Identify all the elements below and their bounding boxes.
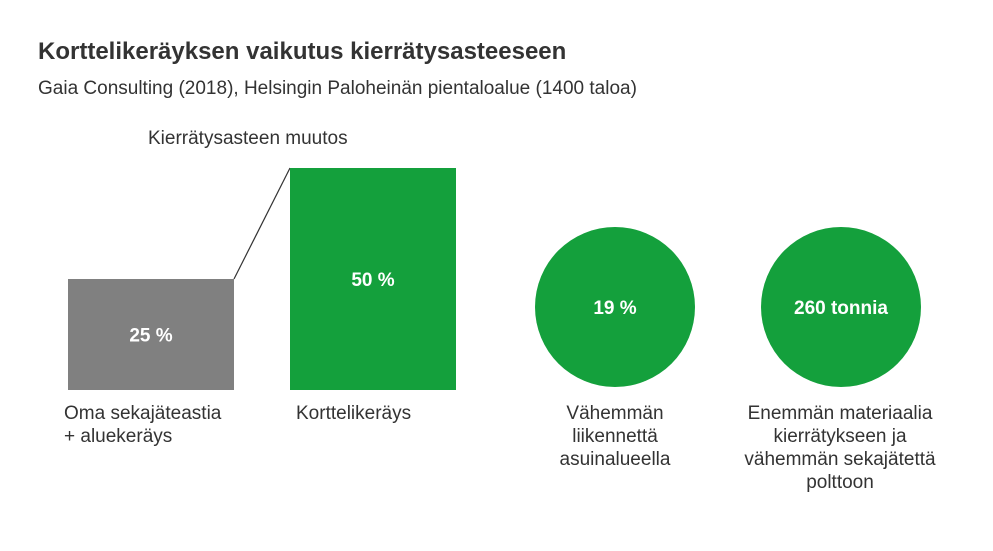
circle-label-traffic: Vähemmän liikennettä asuinalueella (520, 402, 710, 471)
chart-title: Korttelikeräyksen vaikutus kierrätysaste… (38, 38, 567, 65)
circle-label-line: Vähemmän (566, 403, 664, 424)
circle-label-line: polttoon (806, 472, 874, 493)
chart-subtitle: Gaia Consulting (2018), Helsingin Palohe… (38, 78, 637, 99)
circle-label-material: Enemmän materiaalia kierrätykseen ja väh… (720, 402, 960, 494)
circle-value-label: 260 tonnia (794, 298, 888, 319)
bar-label-line: Korttelikeräys (296, 403, 412, 424)
bar-label-line: + aluekeräys (64, 426, 173, 447)
bar-group-header: Kierrätysasteen muutos (148, 128, 348, 149)
bar-label-line: Oma sekajäteastia (64, 403, 222, 424)
circle-label-line: asuinalueella (559, 449, 671, 470)
circles-group: 19 % 260 tonnia (535, 227, 921, 387)
circle-label-line: kierrätykseen ja (773, 426, 907, 447)
bar-label-kortteli: Korttelikeräys (296, 402, 411, 425)
bar-label-oma: Oma sekajäteastia + aluekeräys (64, 402, 221, 448)
bar-value-label: 50 % (351, 270, 394, 291)
bar-0 (68, 279, 234, 390)
circle-label-line: vähemmän sekajätettä (744, 449, 936, 470)
bar-1 (290, 168, 456, 390)
bars-group: 25 % 50 % (68, 168, 456, 390)
metric-circle-1 (761, 227, 921, 387)
metric-circle-0 (535, 227, 695, 387)
change-connector-line (233, 167, 291, 280)
circle-value-label: 19 % (593, 298, 636, 319)
bar-value-label: 25 % (129, 326, 172, 347)
circle-label-line: Enemmän materiaalia (747, 403, 933, 424)
circle-label-line: liikennettä (572, 426, 658, 447)
